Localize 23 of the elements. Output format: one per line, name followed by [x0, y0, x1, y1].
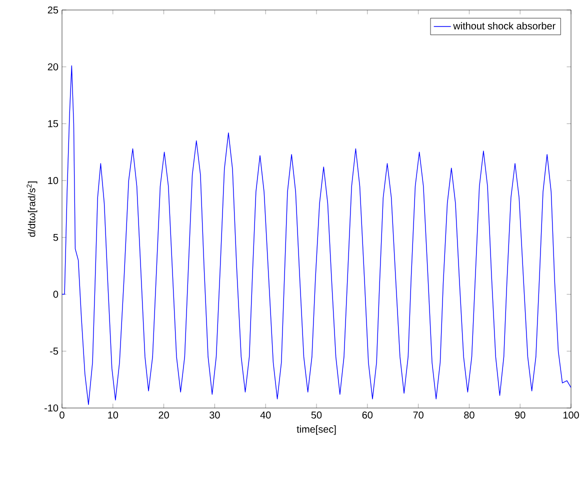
- y-tick-label: 25: [48, 6, 58, 14]
- y-tick-label: -5: [50, 348, 58, 355]
- x-tick-label: 70: [413, 412, 424, 419]
- y-tick-label: -10: [44, 404, 58, 412]
- x-tick-label: 20: [158, 412, 169, 419]
- line-series: [62, 65, 572, 405]
- x-tick-label: 100: [563, 412, 579, 419]
- y-tick-label: 15: [48, 120, 58, 128]
- y-axis-title: d/dtω[rad/s$^{2}$]: [26, 181, 38, 237]
- y-tick-label: 0: [53, 290, 58, 298]
- x-tick-label: 90: [515, 412, 526, 419]
- legend-label: without shock absorber: [453, 22, 556, 30]
- x-tick-label: 60: [362, 412, 373, 419]
- x-tick-label: 40: [260, 412, 271, 419]
- x-tick-label: 80: [464, 412, 474, 419]
- x-tick-label: 30: [210, 412, 220, 419]
- x-tick-label: 50: [311, 412, 322, 419]
- y-tick-label: 20: [48, 63, 58, 70]
- x-axis-title: time[sec]: [296, 425, 336, 435]
- x-tick-label: 0: [60, 412, 64, 419]
- x-tick-label: 10: [108, 412, 118, 419]
- y-tick-label: 10: [48, 177, 58, 184]
- y-tick-label: 5: [53, 234, 58, 241]
